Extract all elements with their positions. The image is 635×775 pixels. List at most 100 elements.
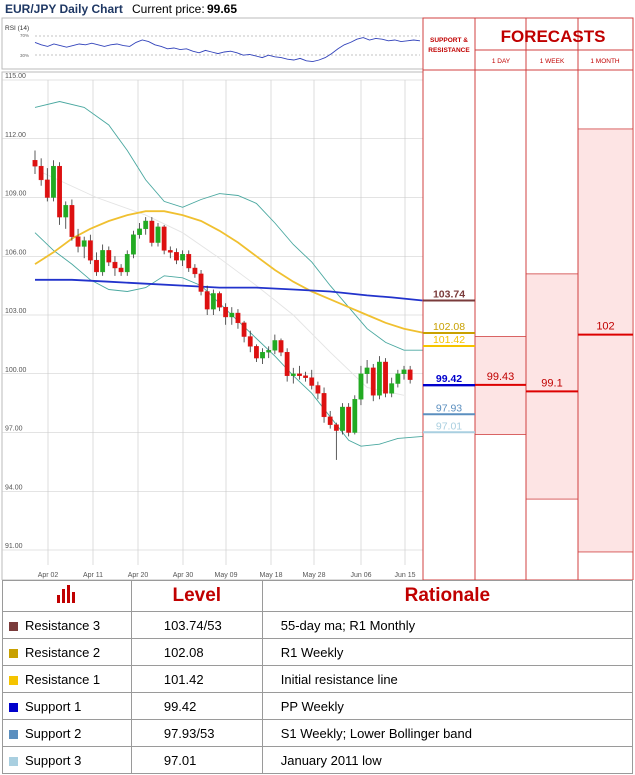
level-color-swatch xyxy=(9,648,18,658)
candle xyxy=(266,350,272,353)
candle xyxy=(106,250,112,263)
candle xyxy=(87,240,93,261)
candle xyxy=(32,160,38,167)
level-name-cell: Resistance 2 xyxy=(2,638,132,666)
sr-level-label: 97.01 xyxy=(436,420,462,432)
level-value-cell: 97.93/53 xyxy=(130,719,263,747)
candle xyxy=(69,205,75,237)
rationale-cell: S1 Weekly; Lower Bollinger band xyxy=(261,719,634,747)
rsi-upper-label: 70% xyxy=(20,33,29,38)
forecast-range xyxy=(525,273,579,500)
x-tick-label: Apr 30 xyxy=(173,572,194,579)
y-tick-label: 94.00 xyxy=(5,484,23,491)
candle xyxy=(241,322,247,337)
bar-chart-icon xyxy=(56,585,75,603)
levels-icon-cell xyxy=(2,580,132,612)
y-tick-label: 91.00 xyxy=(5,543,23,550)
candle xyxy=(100,250,106,273)
candle xyxy=(321,393,327,418)
sr-level-label: 103.74 xyxy=(433,289,465,301)
candle xyxy=(186,254,192,269)
rsi-lower-label: 30% xyxy=(20,53,29,58)
y-tick-label: 106.00 xyxy=(5,249,27,256)
levels-table-header: Level Rationale xyxy=(2,580,634,612)
candle xyxy=(137,228,142,235)
rationale-cell: PP Weekly xyxy=(261,692,634,720)
level-name: Resistance 1 xyxy=(25,671,101,687)
candle xyxy=(383,361,388,394)
candle xyxy=(112,261,118,269)
candle xyxy=(235,312,241,324)
y-tick-label: 97.00 xyxy=(5,426,23,433)
current-price-value: 99.65 xyxy=(207,2,237,16)
level-name: Support 1 xyxy=(25,698,82,714)
candle xyxy=(130,234,136,255)
rationale-cell: R1 Weekly xyxy=(261,638,634,666)
candle xyxy=(327,416,333,425)
x-tick-label: Apr 20 xyxy=(128,572,149,579)
x-tick-label: Apr 11 xyxy=(83,572,103,579)
candle xyxy=(57,165,63,218)
candle xyxy=(174,252,179,261)
candle xyxy=(192,267,198,275)
x-tick-label: May 18 xyxy=(260,572,283,579)
candle xyxy=(155,226,161,243)
rationale-cell: 55-day ma; R1 Monthly xyxy=(261,611,634,639)
candle xyxy=(38,165,44,181)
level-name: Resistance 3 xyxy=(25,617,101,633)
candle xyxy=(124,254,130,273)
chart-area: EUR/JPY Daily Chart Current price: 99.65… xyxy=(1,2,634,580)
candle xyxy=(389,383,395,394)
level-name: Support 3 xyxy=(25,752,82,768)
price-panel xyxy=(1,71,424,580)
y-tick-label: 109.00 xyxy=(5,191,27,198)
sr-level-label: 97.93 xyxy=(436,402,462,414)
levels-table-row: Support 3 97.01 January 2011 low xyxy=(2,746,634,774)
levels-table-row: Resistance 2 102.08 R1 Weekly xyxy=(2,638,634,666)
forecast-value-label: 99.1 xyxy=(541,377,562,389)
candle xyxy=(217,293,222,308)
level-name: Support 2 xyxy=(25,725,82,741)
x-tick-label: May 09 xyxy=(215,572,238,579)
candle xyxy=(229,312,235,318)
candle xyxy=(198,273,204,292)
y-tick-label: 115.00 xyxy=(5,73,26,80)
trend-line xyxy=(40,171,405,396)
candle xyxy=(260,352,265,359)
x-tick-label: Jun 15 xyxy=(394,572,415,579)
candle xyxy=(284,352,290,376)
candle xyxy=(333,424,339,431)
moving-average-short-line xyxy=(34,210,423,334)
level-value-cell: 103.74/53 xyxy=(130,611,263,639)
level-value-cell: 99.42 xyxy=(130,692,263,720)
forecasts-title: FORECASTS xyxy=(501,27,606,46)
candle xyxy=(180,254,185,261)
candle xyxy=(395,373,401,384)
chart-title: EUR/JPY Daily Chart xyxy=(5,2,123,16)
level-color-swatch xyxy=(9,729,18,739)
candle xyxy=(44,179,50,198)
candle xyxy=(210,293,216,310)
y-tick-label: 112.00 xyxy=(5,132,26,139)
bollinger-lower-line xyxy=(34,232,423,447)
level-name-cell: Support 3 xyxy=(2,746,132,774)
level-name-cell: Support 2 xyxy=(2,719,132,747)
candle xyxy=(118,267,124,273)
candle xyxy=(51,165,56,198)
levels-table-row: Resistance 1 101.42 Initial resistance lin… xyxy=(2,665,634,693)
level-color-swatch xyxy=(9,621,18,631)
forecast-value-label: 99.43 xyxy=(487,371,515,383)
level-value-cell: 101.42 xyxy=(130,665,263,693)
level-name-cell: Resistance 1 xyxy=(2,665,132,693)
levels-table-row: Support 2 97.93/53 S1 Weekly; Lower Bollin… xyxy=(2,719,634,747)
x-tick-label: Apr 02 xyxy=(38,572,59,579)
rsi-label: RSI (14) xyxy=(5,25,29,32)
candle xyxy=(364,367,370,374)
forecast-range xyxy=(577,128,634,553)
candle xyxy=(309,377,315,386)
candle xyxy=(346,406,352,433)
candle xyxy=(81,240,87,247)
level-name-cell: Support 1 xyxy=(2,692,132,720)
y-tick-label: 103.00 xyxy=(5,308,27,315)
candle xyxy=(352,399,358,433)
